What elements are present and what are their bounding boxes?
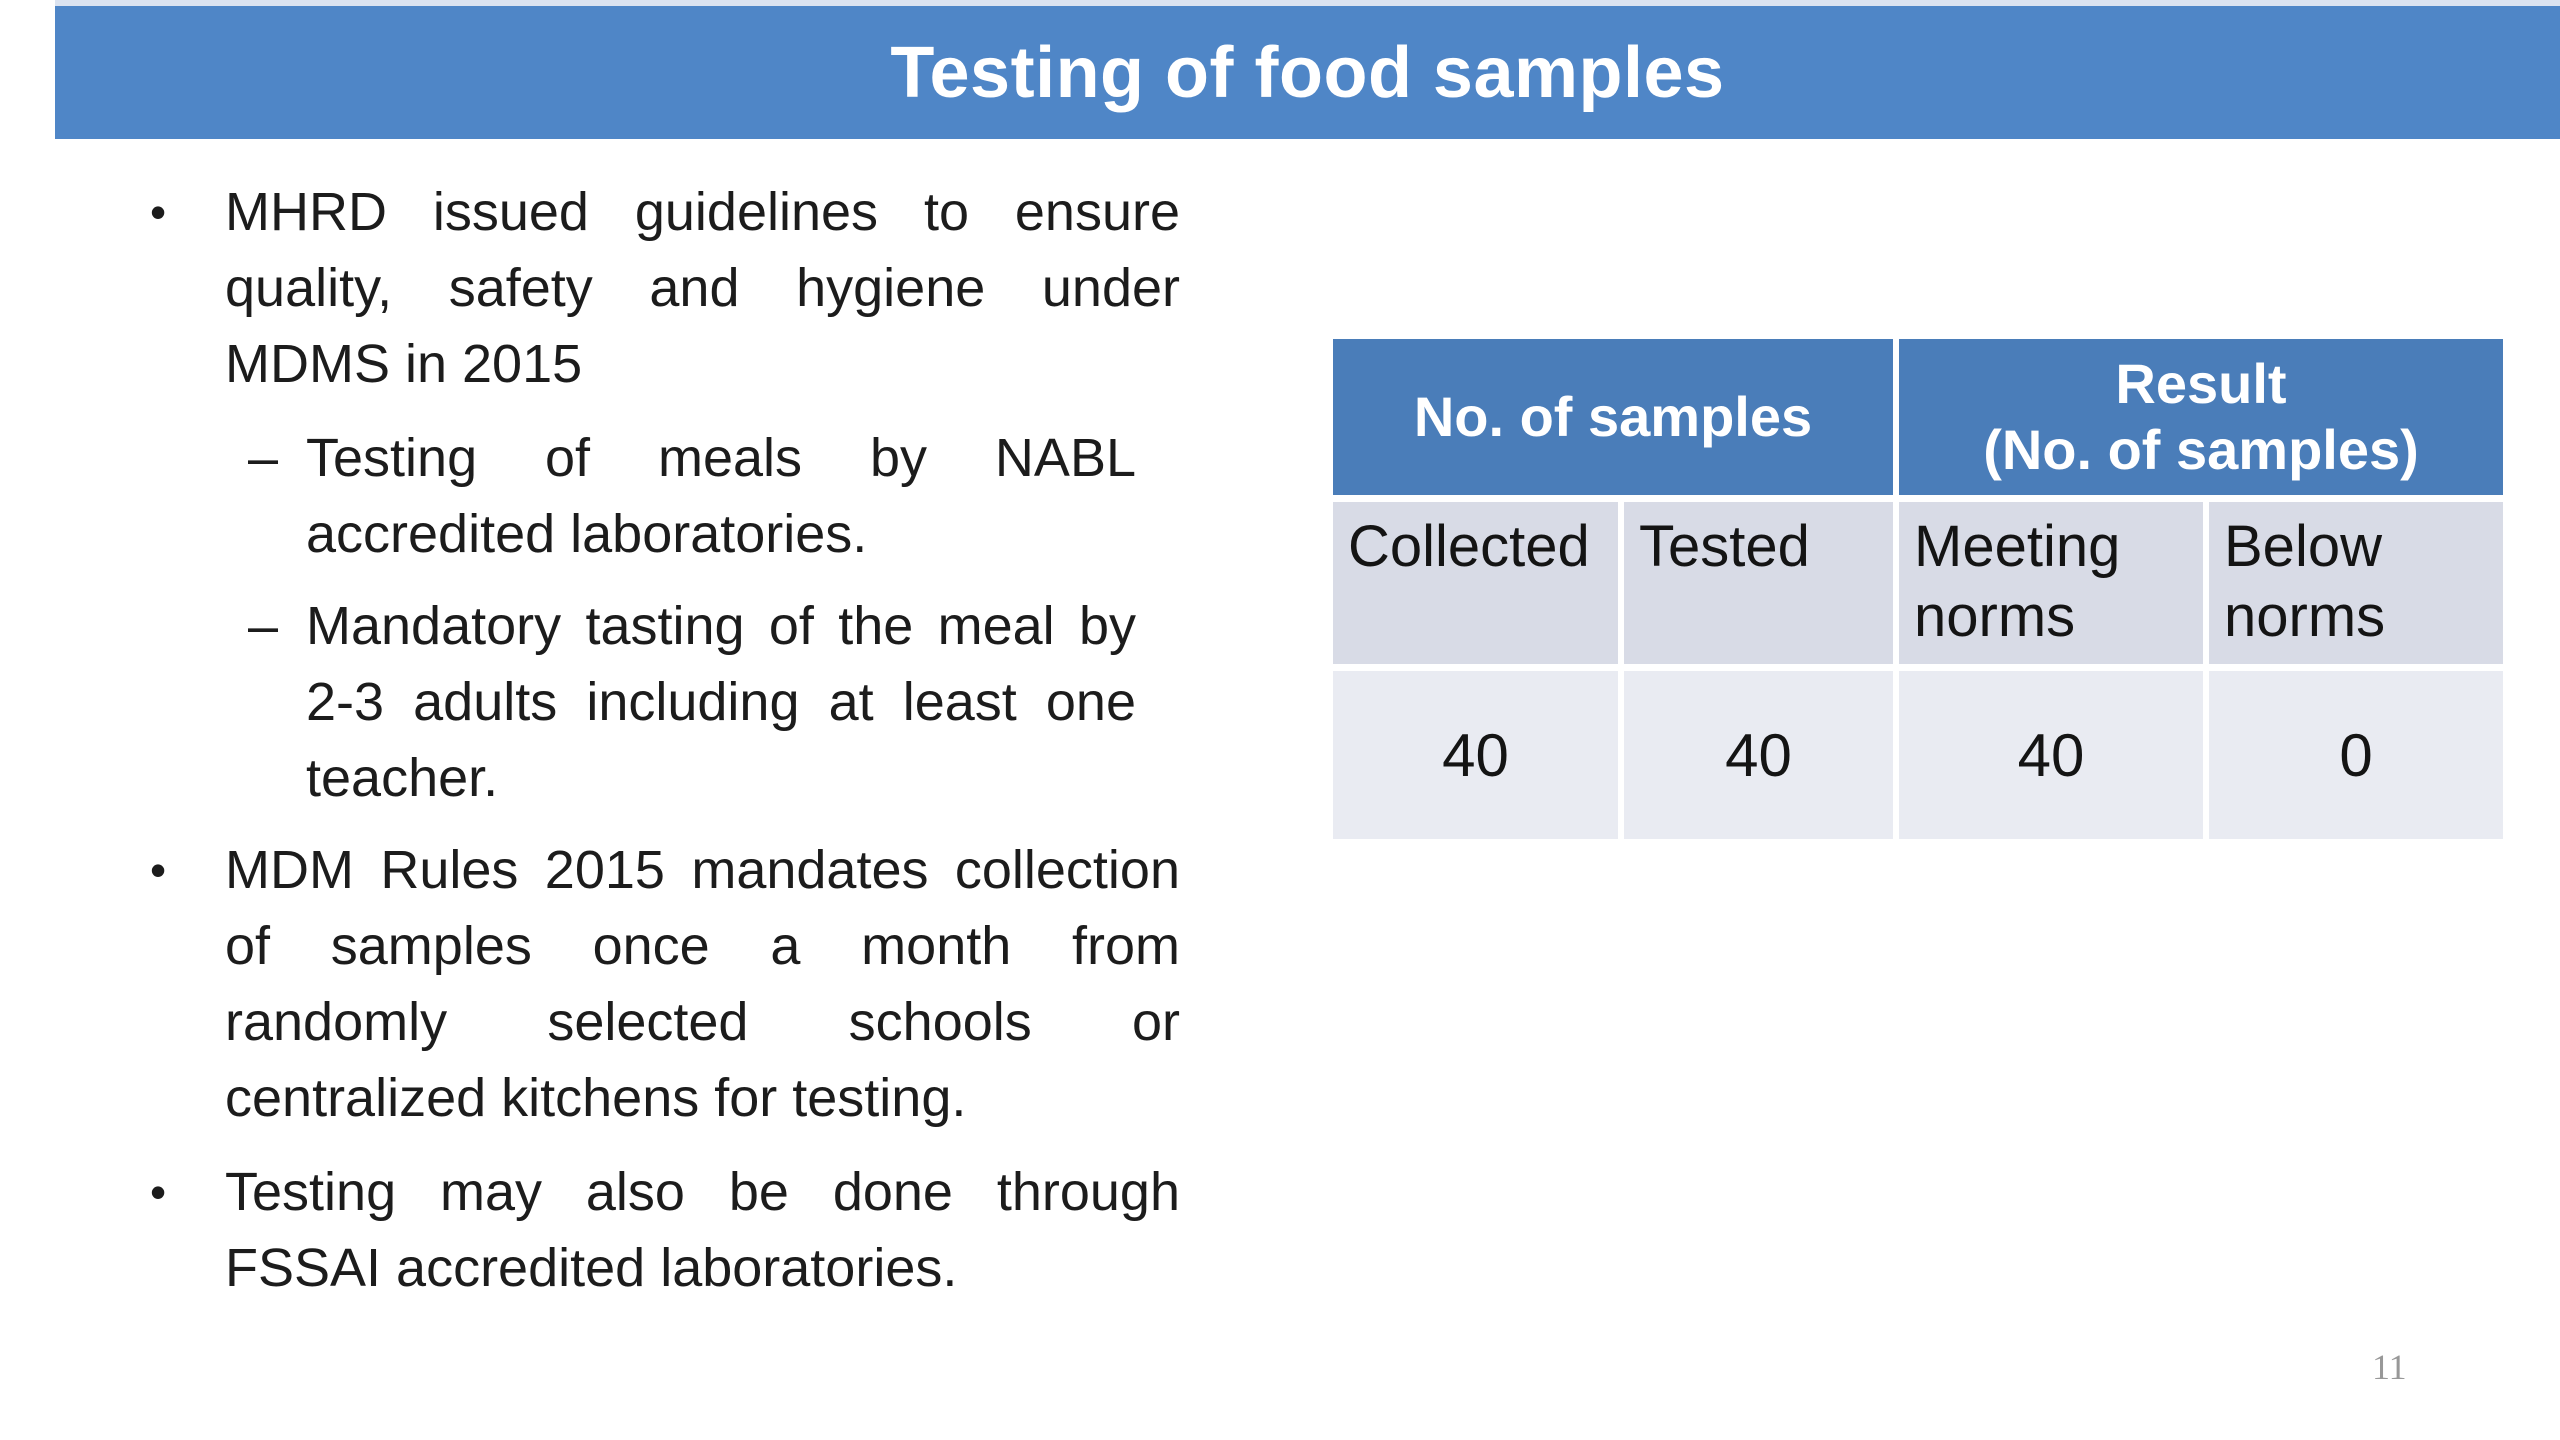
page-number: 11 bbox=[2372, 1347, 2407, 1387]
bullet-text: MDM Rules 2015 mandates collection of sa… bbox=[225, 840, 1180, 1128]
dash-marker: – bbox=[248, 596, 279, 656]
cell-collected-value: 40 bbox=[1333, 671, 1618, 839]
column-header-meeting-norms: Meeting norms bbox=[1899, 502, 2203, 664]
samples-table: No. of samples Result (No. of samples) C… bbox=[1333, 339, 2503, 839]
bullet-item: • Testing may also be done through FSSAI… bbox=[150, 1154, 1236, 1306]
table-header-label: No. of samples bbox=[1413, 385, 1813, 448]
bullet-marker: • bbox=[150, 186, 167, 238]
slide-title: Testing of food samples bbox=[890, 32, 1725, 113]
bullet-text: Testing of meals by NABL accredited labo… bbox=[306, 428, 1136, 564]
top-strip bbox=[55, 0, 2560, 6]
table-header-label-line2: (No. of samples) bbox=[1983, 418, 2419, 481]
table-header-result: Result (No. of samples) bbox=[1899, 339, 2503, 495]
bullet-item: – Mandatory tasting of the meal by 2-3 a… bbox=[248, 588, 1236, 816]
column-header-tested: Tested bbox=[1624, 502, 1893, 664]
bullet-marker: • bbox=[150, 1166, 167, 1218]
column-header-collected: Collected bbox=[1333, 502, 1618, 664]
dash-marker: – bbox=[248, 428, 279, 488]
cell-tested-value: 40 bbox=[1624, 671, 1893, 839]
bullet-item: • MHRD issued guidelines to ensure quali… bbox=[150, 174, 1236, 402]
bullet-marker: • bbox=[150, 844, 167, 896]
table-header-no-of-samples: No. of samples bbox=[1333, 339, 1893, 495]
column-header-below-norms: Below norms bbox=[2209, 502, 2503, 664]
title-bar: Testing of food samples bbox=[55, 6, 2560, 139]
bullet-text: Mandatory tasting of the meal by 2-3 adu… bbox=[306, 596, 1136, 808]
cell-below-norms-value: 0 bbox=[2209, 671, 2503, 839]
cell-meeting-norms-value: 40 bbox=[1899, 671, 2203, 839]
bullet-list: • MHRD issued guidelines to ensure quali… bbox=[150, 174, 1236, 1324]
bullet-item: • MDM Rules 2015 mandates collection of … bbox=[150, 832, 1236, 1136]
bullet-text: MHRD issued guidelines to ensure quality… bbox=[225, 182, 1180, 394]
bullet-text: Testing may also be done through FSSAI a… bbox=[225, 1162, 1180, 1298]
table-header-label-line1: Result bbox=[2115, 352, 2287, 415]
bullet-item: – Testing of meals by NABL accredited la… bbox=[248, 420, 1236, 572]
